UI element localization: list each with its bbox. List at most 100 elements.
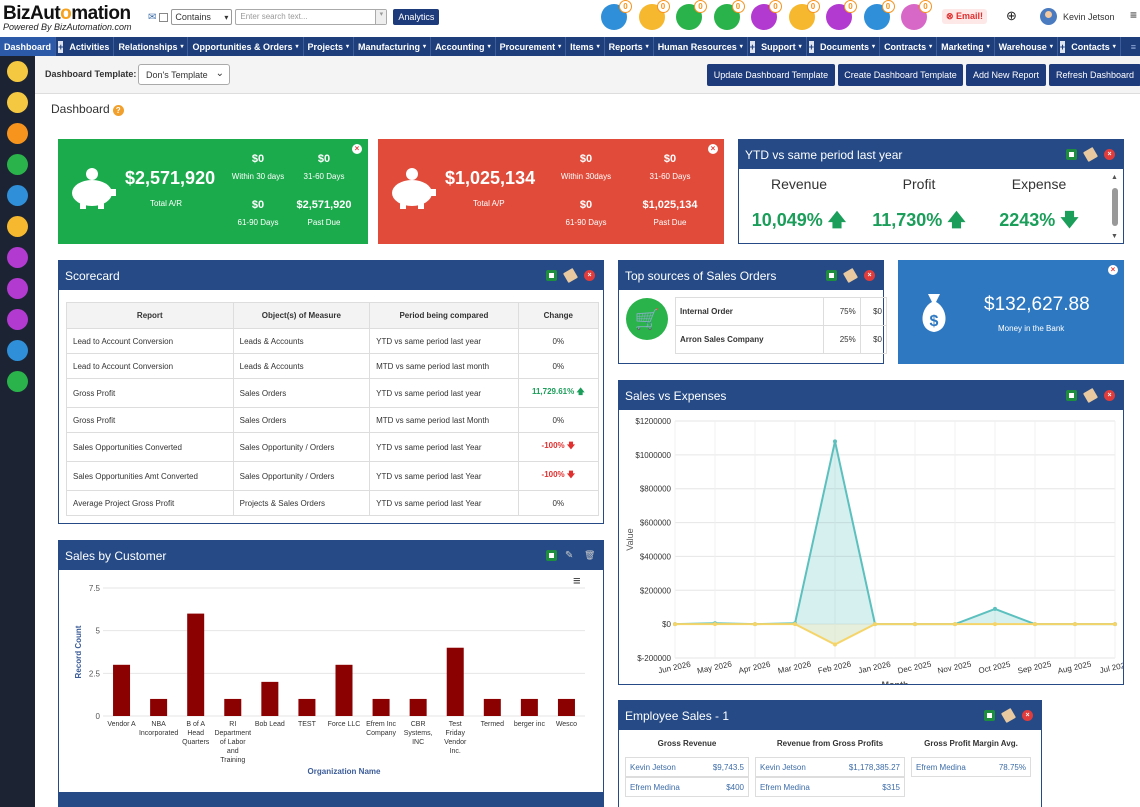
list-item[interactable]: Efrem Medina 78.75% <box>911 757 1031 777</box>
close-icon[interactable]: × <box>352 144 362 154</box>
calendar-icon[interactable]: 0 <box>826 0 857 30</box>
bar[interactable] <box>261 681 279 716</box>
column-header[interactable]: Object(s) of Measure <box>232 302 371 329</box>
table-row[interactable]: Lead to Account Conversion Leads & Accoun… <box>66 353 600 379</box>
eraser-icon[interactable] <box>1000 707 1017 724</box>
data-point[interactable] <box>833 642 837 647</box>
document-icon[interactable]: 0 <box>901 0 932 30</box>
excel-icon[interactable] <box>826 270 837 281</box>
excel-icon[interactable] <box>546 550 557 561</box>
list-item[interactable]: Kevin Jetson $1,178,385.27 <box>755 757 905 777</box>
bar[interactable] <box>372 698 390 716</box>
sales-orders-icon[interactable]: 0 <box>638 0 670 30</box>
data-point[interactable] <box>953 622 957 627</box>
bar[interactable] <box>557 698 575 716</box>
mail-icon[interactable]: 0 <box>788 0 820 30</box>
nav-items[interactable]: Items ▾ <box>566 37 605 56</box>
excel-icon[interactable] <box>984 710 995 721</box>
data-point[interactable] <box>993 606 997 611</box>
plus-icon[interactable]: + <box>808 40 815 53</box>
org-chart-icon[interactable]: 0 <box>863 0 895 30</box>
nav-relationships[interactable]: Relationships ▾ <box>114 37 189 56</box>
nav-marketing[interactable]: Marketing ▾ <box>937 37 995 56</box>
users-icon[interactable] <box>7 309 28 330</box>
bar[interactable] <box>224 698 242 716</box>
data-point[interactable] <box>793 622 797 627</box>
table-row[interactable]: Sales Opportunities Converted Sales Oppor… <box>66 432 600 462</box>
eraser-icon[interactable] <box>562 267 579 284</box>
close-icon[interactable]: × <box>1104 149 1115 160</box>
nav-support[interactable]: Support ▾ <box>757 37 807 56</box>
column-header[interactable]: Period being compared <box>369 302 519 329</box>
refresh-dashboard-button[interactable]: Refresh Dashboard <box>1049 64 1140 86</box>
data-point[interactable] <box>913 622 917 627</box>
nav-contracts[interactable]: Contracts ▾ <box>880 37 938 56</box>
handshake-icon[interactable]: 0 <box>676 0 707 30</box>
cart-icon[interactable] <box>7 154 28 175</box>
data-point[interactable] <box>833 439 837 444</box>
user-menu[interactable]: Kevin Jetson <box>1040 8 1115 25</box>
data-point[interactable] <box>1033 622 1037 627</box>
data-point[interactable] <box>673 622 677 627</box>
nav-projects[interactable]: Projects ▾ <box>304 37 355 56</box>
search-input[interactable]: Enter search text... ▾ <box>235 9 388 25</box>
bar[interactable] <box>335 664 353 716</box>
column-header[interactable]: Report <box>66 302 234 329</box>
table-row[interactable]: Internal Order 75% $0 <box>675 297 888 326</box>
data-point[interactable] <box>873 622 877 627</box>
update-template-button[interactable]: Update Dashboard Template <box>707 64 835 86</box>
close-icon[interactable]: × <box>1022 710 1033 721</box>
bar[interactable] <box>483 698 501 716</box>
bar[interactable] <box>150 698 168 716</box>
close-icon[interactable]: × <box>584 270 595 281</box>
close-icon[interactable]: × <box>1104 390 1115 401</box>
bar[interactable] <box>187 613 205 716</box>
sales-icon[interactable] <box>7 92 28 113</box>
excel-icon[interactable] <box>1066 390 1077 401</box>
bar[interactable] <box>409 698 427 716</box>
trash-icon[interactable]: 🗑 <box>584 550 596 560</box>
close-icon[interactable]: × <box>864 270 875 281</box>
column-header[interactable]: Change <box>517 302 600 329</box>
eraser-icon[interactable] <box>1082 387 1099 404</box>
add-report-button[interactable]: Add New Report <box>966 64 1046 86</box>
table-row[interactable]: Lead to Account Conversion Leads & Accoun… <box>66 328 600 354</box>
email-button[interactable]: ⊗ Email! <box>942 9 988 24</box>
template-select[interactable]: Don's Template ⌄ <box>138 64 230 85</box>
tag-icon[interactable] <box>7 123 28 144</box>
purchase-icon[interactable]: 0 <box>751 0 782 30</box>
analytics-button[interactable]: Analytics <box>393 9 440 25</box>
data-point[interactable] <box>1073 622 1077 627</box>
data-point[interactable] <box>993 622 997 627</box>
help-icon[interactable]: ? <box>112 105 124 116</box>
close-icon[interactable]: × <box>708 144 718 154</box>
tools-icon[interactable] <box>7 340 28 361</box>
bar[interactable] <box>298 698 316 716</box>
nav-accounting[interactable]: Accounting ▾ <box>431 37 496 56</box>
scrollbar[interactable]: ▲ ▼ <box>1111 174 1118 240</box>
nav-menu-icon[interactable]: ≡ <box>1130 41 1137 52</box>
list-item[interactable]: Efrem Medina $400 <box>625 777 749 797</box>
nav-documents[interactable]: Documents ▾ <box>816 37 881 56</box>
table-row[interactable]: Gross Profit Sales Orders MTD vs same peri… <box>66 407 600 433</box>
cart-icon[interactable]: 0 <box>713 0 745 30</box>
menu-icon[interactable]: ≡ <box>1130 8 1138 22</box>
data-point[interactable] <box>1113 622 1117 627</box>
building-icon[interactable] <box>7 216 28 237</box>
mail-icon[interactable]: ✉ <box>148 11 157 23</box>
nav-contacts[interactable]: Contacts ▾ <box>1067 37 1121 56</box>
database-icon[interactable] <box>7 185 28 206</box>
nav-opportunities-orders[interactable]: Opportunities & Orders ▾ <box>188 37 304 56</box>
table-row[interactable]: Average Project Gross Profit Projects & S… <box>66 490 600 516</box>
chart-menu-icon[interactable]: ≡ <box>573 573 581 588</box>
plus-icon[interactable]: + <box>1059 40 1066 53</box>
data-point[interactable] <box>713 622 717 627</box>
data-point[interactable] <box>753 622 757 627</box>
nav-reports[interactable]: Reports ▾ <box>605 37 654 56</box>
users-icon[interactable] <box>7 247 28 268</box>
plus-icon[interactable]: + <box>58 40 64 53</box>
bar[interactable] <box>446 647 464 716</box>
contacts-icon[interactable]: 0 <box>601 0 632 30</box>
table-row[interactable]: Arron Sales Company 25% $0 <box>675 325 888 354</box>
eraser-icon[interactable] <box>1082 146 1099 163</box>
